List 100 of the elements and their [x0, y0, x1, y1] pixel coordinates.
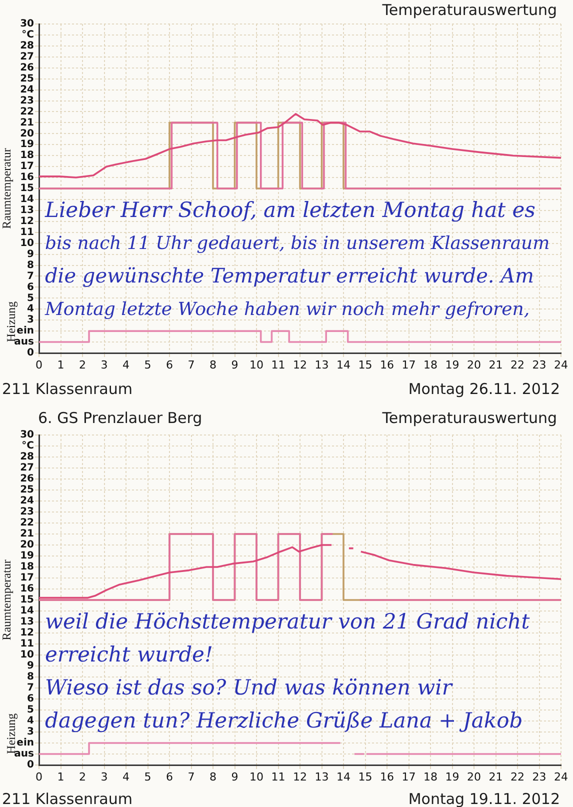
- annotation: weil die Höchsttemperatur von 21 Grad nicht: [45, 610, 530, 634]
- text: Montag 26.11. 2012: [408, 380, 560, 398]
- y-tick-label: 3: [27, 726, 34, 738]
- y-tick-label: 27: [20, 462, 34, 474]
- y-tick-label: °C: [22, 440, 34, 452]
- y-tick-label: 14: [20, 606, 34, 617]
- x-tick-label: 2: [79, 358, 86, 372]
- y-tick-label: 18: [20, 562, 34, 573]
- y-tick-label: 9: [27, 248, 34, 260]
- y-tick-label: 21: [20, 528, 34, 540]
- x-tick-label: 4: [122, 358, 130, 372]
- x-tick-label: 20: [467, 358, 481, 372]
- text: 211 Klassenraum: [2, 790, 132, 807]
- x-tick-label: 16: [380, 358, 394, 372]
- y-tick-label: 8: [27, 672, 34, 683]
- y-tick-label: 12: [20, 628, 34, 639]
- y-tick-label: ein: [16, 326, 34, 337]
- x-tick-label: 15: [358, 770, 372, 784]
- x-tick-label: 17: [402, 358, 416, 372]
- x-tick-label: 12: [293, 358, 307, 372]
- x-tick-label: 12: [293, 770, 307, 784]
- annotation: Lieber Herr Schoof, am letzten Montag hat es: [44, 198, 536, 222]
- x-tick-label: 17: [402, 770, 416, 784]
- y-tick-label: 27: [20, 51, 34, 62]
- text: 211 Klassenraum: [2, 380, 132, 398]
- x-tick-label: 24: [554, 358, 568, 372]
- y-tick-label: 7: [27, 682, 34, 694]
- x-tick-label: 3: [100, 358, 108, 372]
- x-tick-label: 18: [424, 770, 438, 784]
- x-tick-label: 1: [57, 770, 64, 784]
- y-tick-label: °C: [22, 30, 34, 41]
- text: Montag 19.11. 2012: [408, 790, 560, 807]
- x-tick-label: 14: [336, 358, 350, 372]
- x-tick-label: 13: [314, 770, 329, 784]
- y-tick-label: 25: [20, 484, 34, 496]
- x-tick-label: 19: [445, 770, 460, 784]
- y-tick-label: 19: [20, 139, 34, 150]
- x-tick-label: 24: [554, 770, 568, 784]
- y-tick-label: 17: [20, 572, 34, 584]
- annotation: Montag letzte Woche haben wir noch mehr gefroren,: [44, 298, 530, 320]
- y-tick-label: 15: [20, 594, 34, 606]
- chart-title: Temperaturauswertung: [381, 1, 557, 19]
- y-tick-label: 6: [27, 282, 34, 293]
- x-tick-label: 22: [510, 770, 524, 784]
- y-tick-label: 9: [27, 660, 34, 672]
- y-tick-label: 13: [20, 616, 34, 628]
- x-tick-label: 13: [314, 358, 329, 372]
- y-tick-label: 23: [20, 506, 34, 518]
- y-tick-label: 13: [20, 205, 34, 216]
- x-tick-label: 6: [166, 358, 173, 372]
- x-tick-label: 5: [144, 358, 152, 372]
- y-tick-label: 23: [20, 95, 34, 106]
- y-tick-label: 21: [20, 117, 34, 128]
- annotation: Wieso ist das so? Und was können wir: [45, 676, 454, 700]
- x-tick-label: 20: [467, 770, 481, 784]
- y-tick-label: 18: [20, 150, 34, 162]
- x-tick-label: 14: [336, 770, 350, 784]
- x-tick-label: 18: [424, 358, 438, 372]
- y-tick-label: 20: [20, 540, 34, 551]
- y-tick-label: 30: [20, 430, 34, 441]
- x-tick-label: 9: [231, 770, 238, 784]
- x-tick-label: 22: [510, 358, 524, 372]
- y-tick-label: 11: [20, 638, 34, 650]
- y-tick-label: 5: [27, 704, 34, 716]
- annotation: dagegen tun? Herzliche Grüße Lana + Jakob: [45, 708, 523, 733]
- y-tick-label: 10: [20, 238, 34, 249]
- x-tick-label: 1: [57, 358, 64, 372]
- x-tick-label: 3: [100, 770, 108, 784]
- chart-subtitle: 6. GS Prenzlauer Berg: [38, 409, 202, 427]
- annotation: die gewünschte Temperatur erreicht wurde. Am: [45, 264, 534, 288]
- y-tick-label: ein: [16, 738, 34, 749]
- y-tick-label: 0: [27, 760, 34, 771]
- x-tick-label: 7: [188, 770, 195, 784]
- y-tick-label: 16: [20, 584, 34, 595]
- y-tick-label: 22: [20, 518, 34, 529]
- x-tick-label: 9: [231, 358, 238, 372]
- x-tick-label: 7: [188, 358, 195, 372]
- x-tick-label: 5: [144, 770, 152, 784]
- x-tick-label: 23: [532, 770, 546, 784]
- x-tick-label: 8: [210, 358, 216, 372]
- y-tick-label: 24: [20, 84, 34, 96]
- x-tick-label: 4: [122, 770, 130, 784]
- y-tick-label: 30: [20, 18, 34, 30]
- annotation: erreicht wurde!: [45, 642, 213, 667]
- y-tick-label: 8: [27, 260, 34, 271]
- y-tick-label: 4: [27, 716, 34, 727]
- y-tick-label: 25: [20, 73, 34, 84]
- y-tick-label: 12: [20, 216, 34, 227]
- y-tick-label: 26: [20, 62, 34, 74]
- x-tick-label: 8: [210, 770, 216, 784]
- y-tick-label: 19: [20, 550, 34, 562]
- y-axis-title: Raumtemperatur: [0, 148, 14, 229]
- x-tick-label: 10: [250, 358, 264, 372]
- y-tick-label: 6: [27, 694, 34, 705]
- y-tick-label: 28: [20, 40, 34, 52]
- y-tick-label: 26: [20, 474, 34, 485]
- x-tick-label: 21: [488, 770, 503, 784]
- y-tick-label: 20: [20, 128, 34, 140]
- y-tick-label: 28: [20, 452, 34, 463]
- y-tick-label: 5: [27, 292, 34, 304]
